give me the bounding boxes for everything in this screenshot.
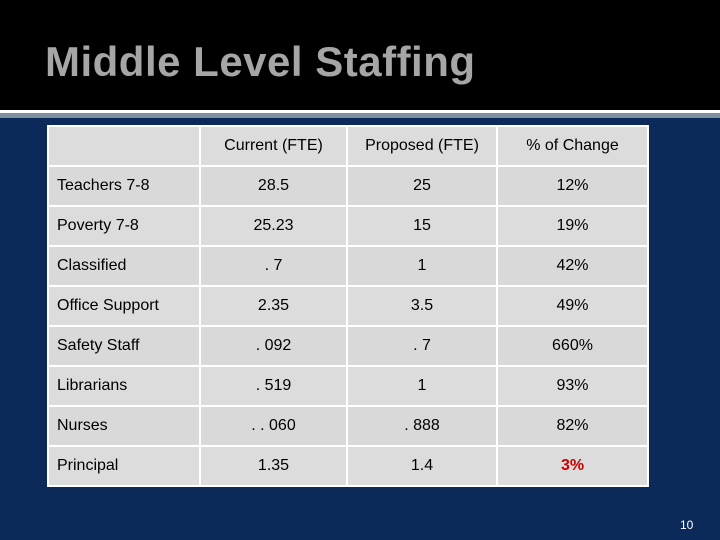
current-cell: . 519 (199, 365, 348, 407)
change-cell: 660% (496, 325, 649, 367)
change-cell: 82% (496, 405, 649, 447)
proposed-cell: 1 (346, 365, 498, 407)
proposed-cell: 25 (346, 165, 498, 207)
current-cell: . 7 (199, 245, 348, 287)
change-cell: 93% (496, 365, 649, 407)
row-label: Office Support (47, 285, 201, 327)
row-label: Safety Staff (47, 325, 201, 367)
proposed-cell: 3.5 (346, 285, 498, 327)
header-change: % of Change (496, 125, 649, 167)
row-label: Teachers 7-8 (47, 165, 201, 207)
row-label: Classified (47, 245, 201, 287)
row-label: Poverty 7-8 (47, 205, 201, 247)
table-row: Librarians . 519 1 93% (47, 365, 649, 407)
current-cell: 1.35 (199, 445, 348, 487)
current-cell: . . 060 (199, 405, 348, 447)
table-row: Office Support 2.35 3.5 49% (47, 285, 649, 327)
staffing-table-container: Current (FTE) Proposed (FTE) % of Change… (47, 125, 649, 487)
change-cell-highlighted: 3% (496, 445, 649, 487)
header-corner-cell (47, 125, 201, 167)
row-label: Librarians (47, 365, 201, 407)
table-row: Classified . 7 1 42% (47, 245, 649, 287)
slide-number: 10 (680, 518, 694, 532)
table-header-row: Current (FTE) Proposed (FTE) % of Change (47, 125, 649, 167)
proposed-cell: 15 (346, 205, 498, 247)
table-row: Principal 1.35 1.4 3% (47, 445, 649, 487)
table-row: Teachers 7-8 28.5 25 12% (47, 165, 649, 207)
proposed-cell: 1.4 (346, 445, 498, 487)
title-bar (0, 0, 720, 110)
header-proposed: Proposed (FTE) (346, 125, 498, 167)
current-cell: 28.5 (199, 165, 348, 207)
title-divider (0, 110, 720, 113)
table-row: Safety Staff . 092 . 7 660% (47, 325, 649, 367)
proposed-cell: . 888 (346, 405, 498, 447)
table-row: Nurses . . 060 . 888 82% (47, 405, 649, 447)
table-row: Poverty 7-8 25.23 15 19% (47, 205, 649, 247)
current-cell: . 092 (199, 325, 348, 367)
change-cell: 19% (496, 205, 649, 247)
row-label: Nurses (47, 405, 201, 447)
current-cell: 2.35 (199, 285, 348, 327)
change-cell: 12% (496, 165, 649, 207)
row-label: Principal (47, 445, 201, 487)
slide-title: Middle Level Staffing (45, 38, 476, 85)
staffing-table: Current (FTE) Proposed (FTE) % of Change… (47, 125, 649, 487)
change-cell: 42% (496, 245, 649, 287)
proposed-cell: . 7 (346, 325, 498, 367)
change-cell: 49% (496, 285, 649, 327)
title-divider-shadow (0, 113, 720, 118)
proposed-cell: 1 (346, 245, 498, 287)
current-cell: 25.23 (199, 205, 348, 247)
header-current: Current (FTE) (199, 125, 348, 167)
